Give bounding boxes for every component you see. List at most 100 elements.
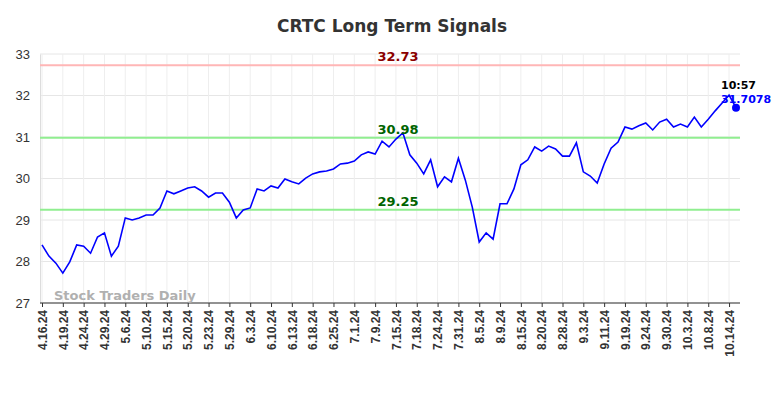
chart-svg: 272829303132334.16.244.19.244.24.244.29.… (0, 0, 784, 398)
grid-line-x (354, 54, 355, 303)
x-tick-label: 8.20.24 (535, 310, 549, 350)
x-tick-label: 5.6.24 (119, 310, 133, 344)
x-tick-mark (667, 303, 668, 307)
x-tick: 5.23.24 (202, 303, 216, 350)
x-tick-mark (167, 303, 168, 307)
signal-label: 29.25 (377, 194, 418, 209)
signal-line (40, 64, 740, 66)
y-tick-label: 29 (16, 213, 30, 228)
x-tick: 8.5.24 (473, 303, 487, 343)
last-time-label: 10:57 (721, 79, 756, 92)
x-tick-mark (229, 303, 230, 307)
y-axis-line (40, 55, 41, 304)
x-tick: 6.18.24 (306, 303, 320, 350)
y-tick: 27 (16, 296, 40, 311)
signal-lines (40, 65, 740, 209)
x-tick-label: 6.13.24 (286, 310, 300, 350)
x-tick-label: 5.10.24 (140, 310, 154, 350)
grid-line-x (624, 54, 625, 303)
x-tick-label: 5.15.24 (161, 310, 175, 350)
x-tick: 6.3.24 (244, 303, 258, 343)
x-tick-mark (708, 303, 709, 307)
x-tick-label: 9.30.24 (660, 310, 674, 350)
grid-line-x (125, 54, 126, 303)
x-tick-label: 5.23.24 (202, 310, 216, 350)
grid-line-x (229, 54, 230, 303)
x-tick-mark (375, 303, 376, 307)
grid-line-x (541, 54, 542, 303)
x-tick-mark (292, 303, 293, 307)
x-tick-label: 7.24.24 (431, 310, 445, 350)
x-tick-mark (687, 303, 688, 307)
chart-container: 272829303132334.16.244.19.244.24.244.29.… (0, 0, 784, 398)
x-tick-label: 10.3.24 (681, 310, 695, 350)
x-tick: 9.30.24 (660, 303, 674, 350)
grid-line-x (42, 54, 43, 303)
x-tick-label: 9.11.24 (598, 310, 612, 350)
x-tick: 5.10.24 (140, 303, 154, 350)
x-tick: 4.16.24 (36, 303, 50, 350)
last-value-label: 31.7078 (721, 93, 771, 106)
signal-line (40, 209, 740, 211)
x-tick: 6.13.24 (286, 303, 300, 350)
signal-label: 30.98 (377, 122, 418, 137)
x-tick-label: 6.25.24 (327, 310, 341, 350)
x-tick-mark (396, 303, 397, 307)
signal-line (40, 137, 740, 139)
grid-line-y (40, 95, 740, 96)
grid-line-x (520, 54, 521, 303)
x-tick-mark (438, 303, 439, 307)
x-tick-label: 9.24.24 (639, 310, 653, 350)
grid-line-y (40, 220, 740, 221)
x-tick-label: 4.24.24 (77, 310, 91, 350)
y-tick: 33 (16, 47, 40, 62)
x-tick: 7.9.24 (369, 303, 383, 343)
grid-line-x (208, 54, 209, 303)
x-tick: 5.15.24 (161, 303, 175, 350)
grid-line-x (291, 54, 292, 303)
grid-line-x (604, 54, 605, 303)
grid-line-y (40, 178, 740, 179)
x-tick: 4.19.24 (57, 303, 71, 350)
grid-line-x (395, 54, 396, 303)
x-tick-label: 8.15.24 (515, 310, 529, 350)
x-tick-mark (333, 303, 334, 307)
x-tick: 7.24.24 (431, 303, 445, 350)
watermark: Stock Traders Daily (54, 288, 196, 303)
x-tick-mark (63, 303, 64, 307)
grid (40, 54, 740, 303)
x-tick-label: 10.8.24 (702, 310, 716, 350)
x-tick-label: 9.19.24 (619, 310, 633, 350)
x-tick-label: 5.29.24 (223, 310, 237, 350)
grid-line-x (333, 54, 334, 303)
x-tick: 9.11.24 (598, 303, 612, 349)
grid-line-x (416, 54, 417, 303)
grid-line-x (666, 54, 667, 303)
grid-line-y (40, 261, 740, 262)
y-tick-label: 32 (16, 88, 30, 103)
grid-line-x (166, 54, 167, 303)
x-tick-mark (604, 303, 605, 307)
x-tick-mark (479, 303, 480, 307)
grid-line-x (687, 54, 688, 303)
x-tick-mark (563, 303, 564, 307)
grid-line-x (250, 54, 251, 303)
x-tick-mark (188, 303, 189, 307)
x-tick: 5.6.24 (119, 303, 133, 343)
x-tick-label: 7.31.24 (452, 310, 466, 350)
x-tick-mark (500, 303, 501, 307)
y-tick-label: 31 (16, 130, 30, 145)
grid-line-x (271, 54, 272, 303)
price-line (42, 95, 736, 273)
x-tick-label: 4.19.24 (57, 310, 71, 350)
x-tick-label: 9.3.24 (577, 310, 591, 344)
grid-line-x (83, 54, 84, 303)
x-tick-mark (729, 303, 730, 307)
y-tick-label: 30 (16, 171, 30, 186)
x-axis: 4.16.244.19.244.24.244.29.245.6.245.10.2… (36, 303, 740, 357)
y-tick: 32 (16, 88, 40, 103)
x-tick-label: 6.3.24 (244, 310, 258, 344)
grid-line-x (62, 54, 63, 303)
grid-line-x (583, 54, 584, 303)
x-tick: 7.1.24 (348, 303, 362, 343)
